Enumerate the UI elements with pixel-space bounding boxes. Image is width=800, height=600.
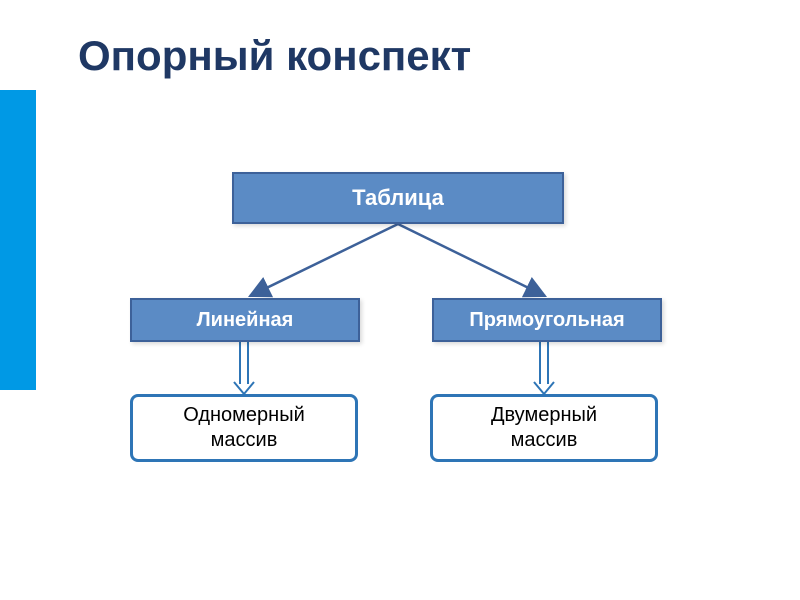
edge-root-right <box>398 224 545 296</box>
node-root-label: Таблица <box>352 185 444 211</box>
node-left-label: Линейная <box>197 309 294 332</box>
diagram-edges <box>0 0 800 600</box>
node-root: Таблица <box>232 172 564 224</box>
node-left: Линейная <box>130 298 360 342</box>
edge-left-leaf <box>234 342 254 394</box>
node-leaf-right-label: Двумерныймассив <box>491 403 597 453</box>
node-leaf-left: Одномерныймассив <box>130 394 358 462</box>
node-right-label: Прямоугольная <box>469 309 624 332</box>
node-leaf-right: Двумерныймассив <box>430 394 658 462</box>
node-leaf-left-label: Одномерныймассив <box>183 403 305 453</box>
edge-root-left <box>250 224 398 296</box>
edge-right-leaf <box>534 342 554 394</box>
page-title: Опорный конспект <box>78 32 471 80</box>
accent-bar <box>0 90 36 390</box>
node-right: Прямоугольная <box>432 298 662 342</box>
